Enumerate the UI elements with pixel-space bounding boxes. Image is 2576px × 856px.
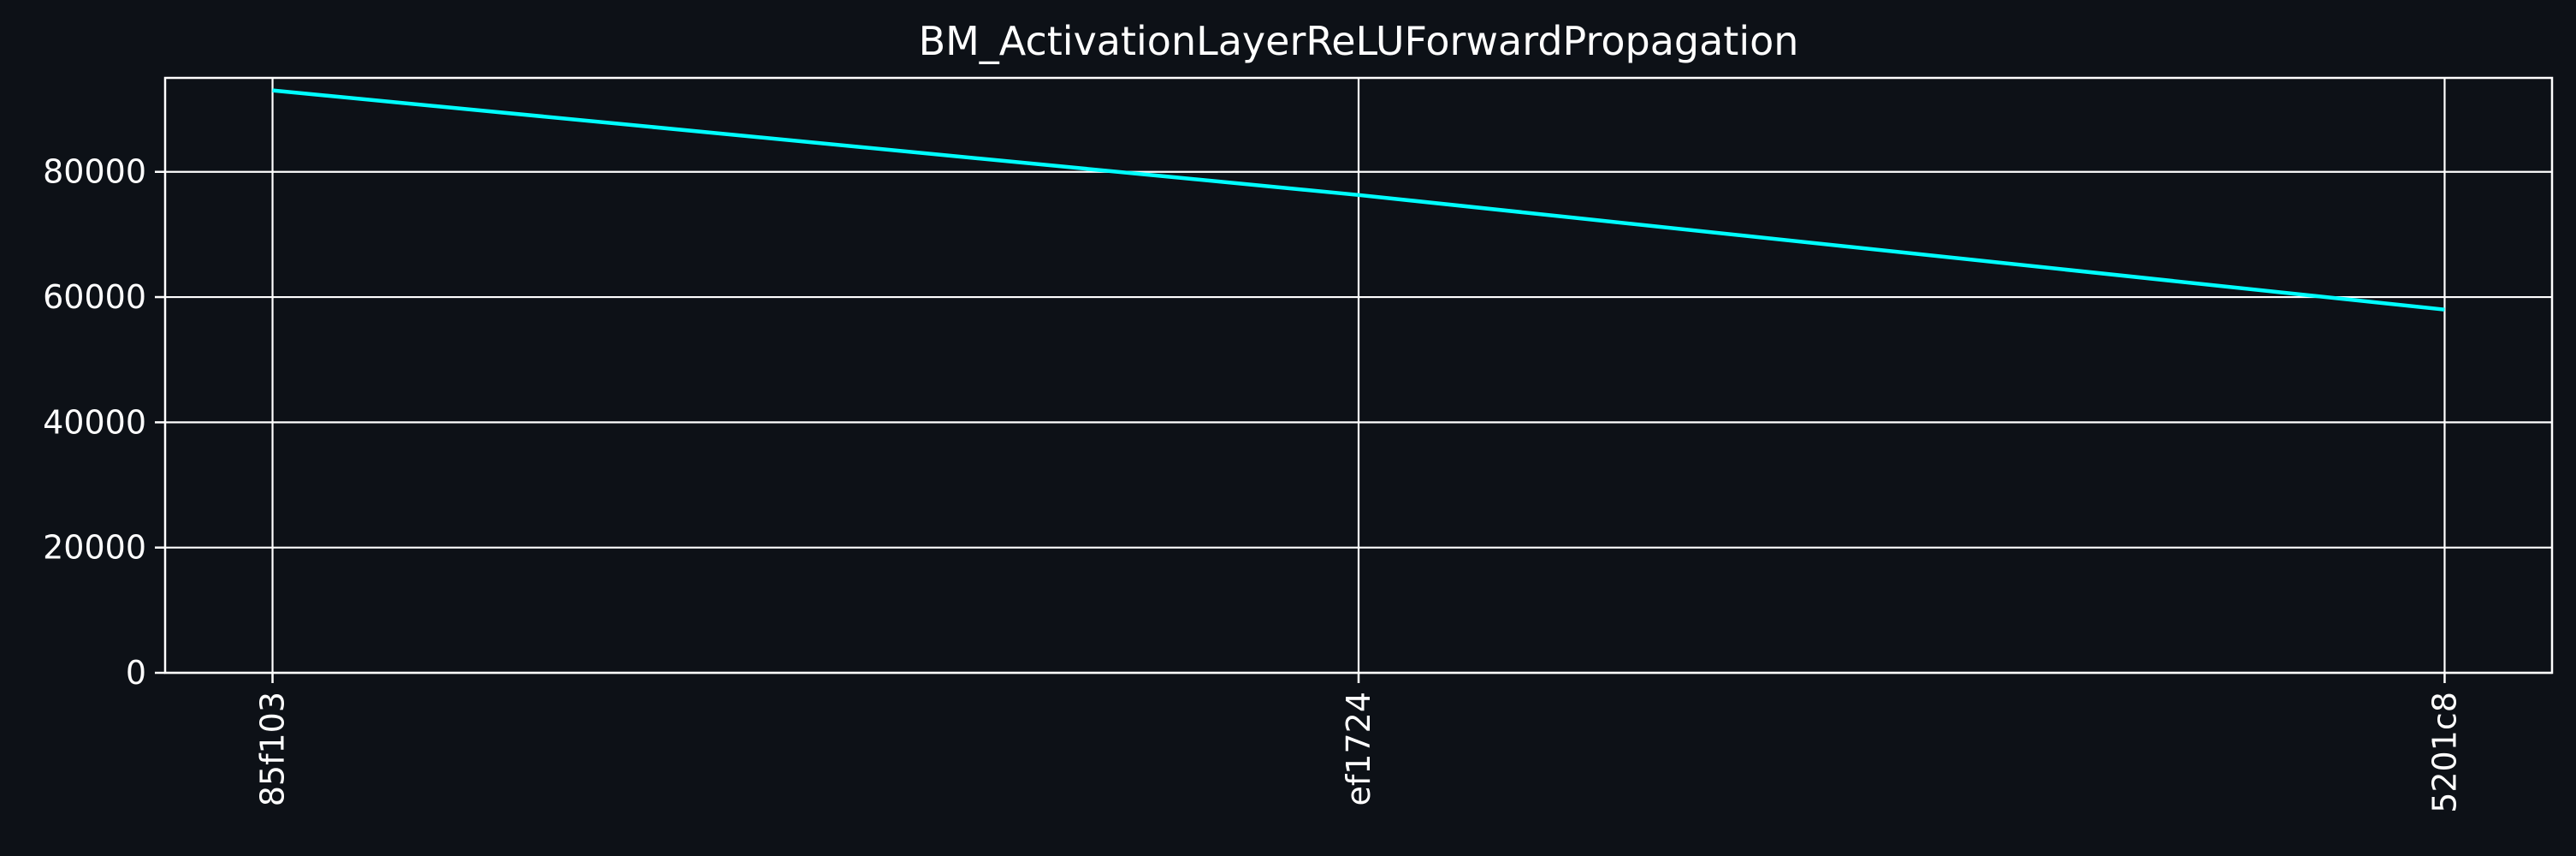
- y-tick-label: 0: [126, 654, 146, 692]
- y-tick-label: 80000: [43, 153, 146, 191]
- x-tick-label: 85f103: [254, 692, 292, 806]
- chart-title: BM_ActivationLayerReLUForwardPropagation: [919, 18, 1799, 64]
- y-tick-label: 40000: [43, 403, 146, 441]
- x-axis: 85f103 ef1724 5201c8: [254, 673, 2463, 813]
- y-tick-label: 60000: [43, 278, 146, 316]
- x-tick-label: ef1724: [1340, 692, 1377, 805]
- series-layer: [272, 88, 2445, 312]
- x-tick-label: 5201c8: [2425, 692, 2463, 813]
- y-axis: 0 20000 40000 60000 80000: [43, 153, 165, 692]
- y-tick-label: 20000: [43, 529, 146, 567]
